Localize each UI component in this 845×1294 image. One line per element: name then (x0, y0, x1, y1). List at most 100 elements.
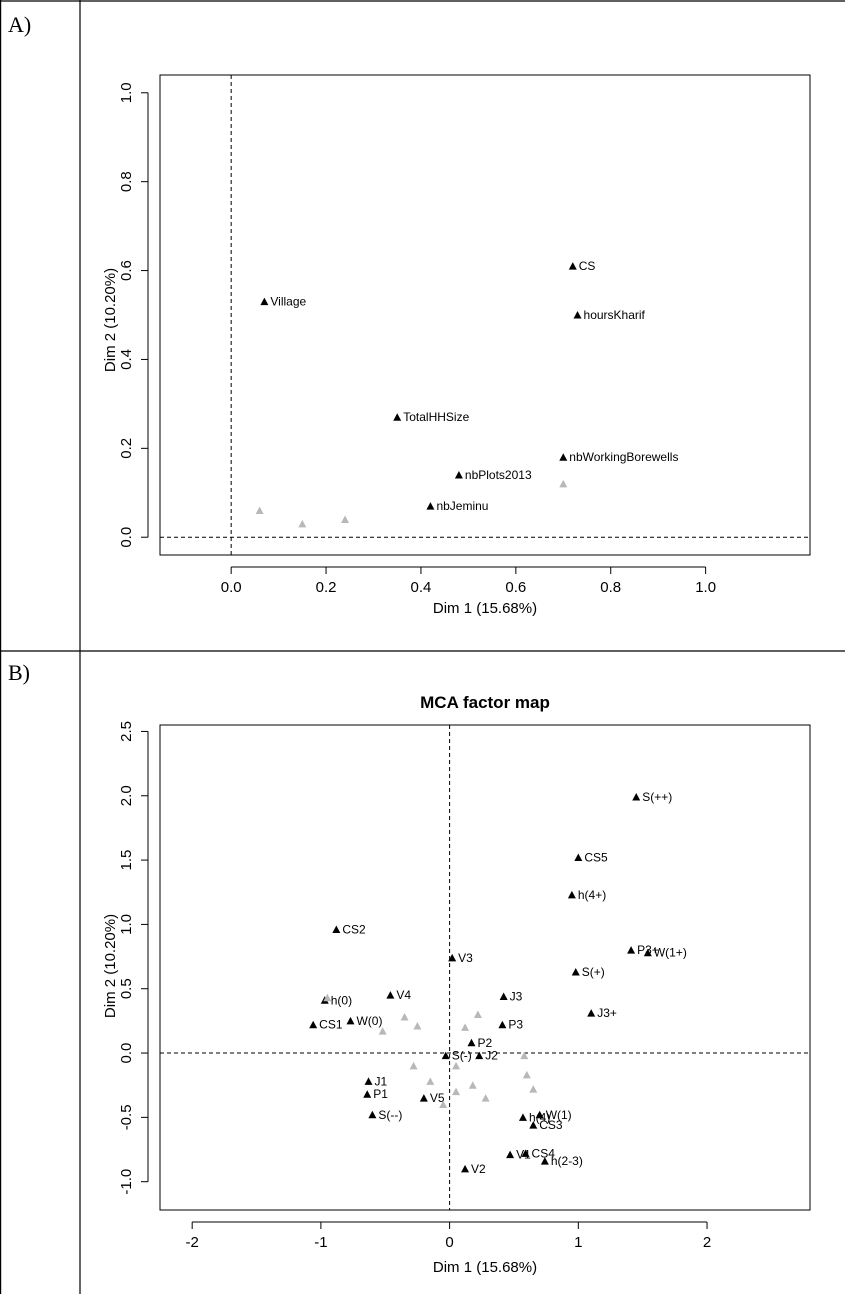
point-marker (260, 297, 269, 306)
x-tick-label: 2 (703, 1234, 711, 1251)
x-axis-title: Dim 1 (15.68%) (433, 600, 537, 617)
point-marker (529, 1085, 538, 1093)
point-marker (363, 1090, 372, 1098)
point-marker (521, 1149, 530, 1157)
point-label: CS (579, 259, 596, 273)
point-marker (475, 1051, 484, 1060)
point-marker (540, 1157, 549, 1165)
point-marker (454, 471, 463, 479)
plot-area-border (159, 724, 811, 1211)
point-marker (559, 453, 568, 461)
point-marker (529, 1121, 538, 1129)
y-tick-label: 0.5 (118, 978, 135, 999)
y-tick-label: 0.8 (118, 171, 135, 192)
point-label: S(--) (378, 1108, 402, 1122)
point-marker (567, 890, 576, 899)
point-label: hoursKharif (584, 308, 646, 322)
point-label: V2 (471, 1162, 486, 1176)
panel-label-a: A) (8, 12, 32, 37)
y-tick-label: -1.0 (118, 1169, 135, 1195)
point-label: nbJeminu (436, 499, 488, 513)
point-marker (448, 953, 457, 962)
point-marker (309, 1020, 318, 1029)
y-tick-label: 0.4 (118, 349, 135, 370)
point-marker (298, 519, 307, 528)
point-label: S(++) (642, 790, 672, 804)
point-label: J1 (375, 1074, 388, 1088)
point-marker (439, 1100, 448, 1109)
point-marker (409, 1061, 418, 1070)
x-tick-label: -2 (186, 1234, 199, 1251)
point-marker (506, 1150, 515, 1159)
point-label: h(4+) (578, 888, 606, 902)
point-marker (568, 262, 577, 270)
point-marker (332, 925, 341, 934)
point-label: CS2 (342, 923, 366, 937)
point-marker (499, 992, 508, 1000)
point-marker (452, 1087, 461, 1096)
y-tick-label: 2.5 (118, 721, 135, 742)
point-marker (498, 1020, 507, 1029)
point-label: J2 (485, 1049, 498, 1063)
point-marker (520, 1051, 529, 1060)
panel-label-b: B) (8, 660, 30, 685)
point-label: P1 (373, 1087, 388, 1101)
point-label: S(+) (582, 965, 605, 979)
y-axis-title: Dim 2 (10.20%) (102, 268, 119, 372)
point-label: J3 (510, 989, 523, 1003)
point-marker (426, 1077, 435, 1085)
point-label: nbWorkingBorewells (569, 450, 678, 464)
point-label: CS1 (319, 1018, 343, 1032)
points: S(++)CS5h(4+)CS2P3+W(1+)V3S(+)h(0)V4J3J3… (309, 790, 687, 1176)
y-axis-title: Dim 2 (10.20%) (102, 914, 119, 1018)
point-label: TotalHHSize (403, 410, 469, 424)
x-tick-label: 0.6 (505, 579, 526, 596)
y-tick-label: 0.0 (118, 527, 135, 548)
point-marker (400, 1013, 409, 1021)
chart-b: MCA factor map -2 -1 0 1 2 -1.0 -0.5 0.0 0.5 1.0… (102, 693, 811, 1276)
point-marker (535, 1110, 544, 1119)
point-marker (518, 1113, 527, 1121)
point-marker (627, 946, 636, 954)
chart-a: 0.0 0.2 0.4 0.6 0.8 1.0 0.0 0.2 0.4 0.6 0.8 1.0 CS… (102, 74, 811, 617)
point-marker (452, 1061, 461, 1070)
point-label: W(1+) (654, 946, 687, 960)
point-label: V5 (430, 1091, 445, 1105)
point-marker (643, 948, 652, 957)
point-marker (559, 479, 568, 488)
y-axis: 0.0 0.2 0.4 0.6 0.8 1.0 (118, 82, 149, 548)
point-label: h(0) (331, 993, 352, 1007)
point-marker (368, 1110, 377, 1119)
x-tick-label: -1 (314, 1234, 327, 1251)
y-tick-label: -0.5 (118, 1104, 135, 1130)
point-marker (393, 413, 402, 421)
x-axis: -2 -1 0 1 2 (186, 1221, 711, 1251)
x-tick-label: 0.2 (316, 579, 337, 596)
point-label: CS4 (532, 1146, 556, 1160)
x-tick-label: 1 (574, 1234, 582, 1251)
point-label: W(1) (546, 1108, 572, 1122)
y-tick-label: 2.0 (118, 785, 135, 806)
x-tick-label: 0.0 (221, 579, 242, 596)
point-label: h(4) (529, 1110, 550, 1124)
x-tick-label: 1.0 (695, 579, 716, 596)
point-label: W(0) (356, 1014, 382, 1028)
point-marker (346, 1016, 355, 1025)
point-label: CS3 (539, 1118, 563, 1132)
plot-area-border (159, 74, 811, 556)
point-marker (341, 515, 350, 523)
point-label: S(-) (452, 1049, 472, 1063)
point-marker (522, 1070, 531, 1079)
x-axis-title: Dim 1 (15.68%) (433, 1259, 537, 1276)
point-marker (468, 1081, 477, 1089)
x-tick-label: 0.4 (411, 579, 432, 596)
reference-lines (160, 725, 810, 1210)
point-marker (255, 506, 264, 515)
point-marker (587, 1009, 596, 1017)
point-label: V3 (458, 951, 473, 965)
x-tick-label: 0 (445, 1234, 453, 1251)
point-marker (323, 993, 332, 1002)
point-label: P3 (508, 1018, 523, 1032)
point-marker (419, 1094, 428, 1102)
